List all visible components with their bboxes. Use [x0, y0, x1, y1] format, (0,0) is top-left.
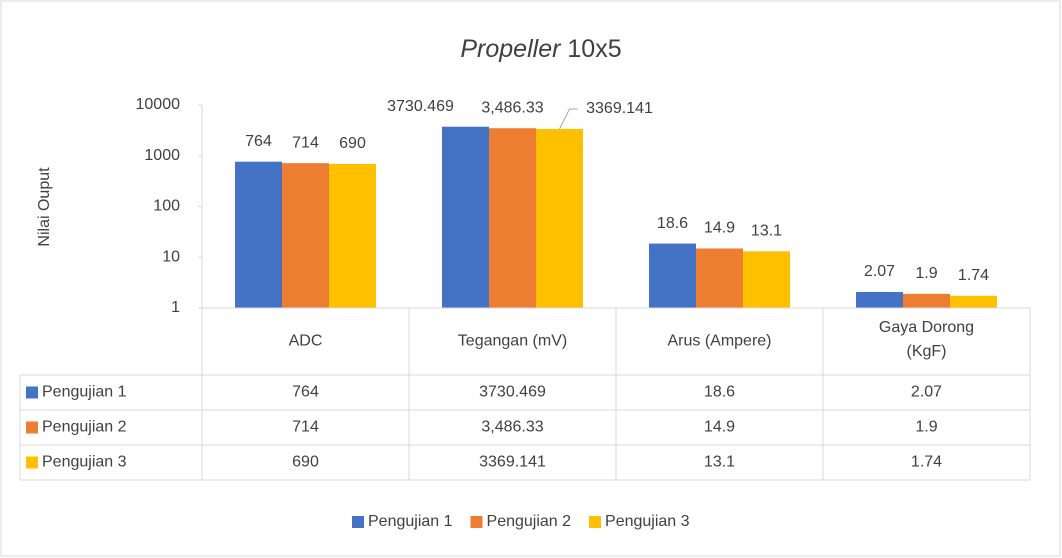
table-cell: 764	[292, 384, 319, 401]
bar	[696, 248, 743, 308]
bar	[536, 128, 583, 308]
table-cell: 690	[292, 454, 319, 471]
bar	[903, 293, 950, 308]
category-label: Tegangan (mV)	[458, 333, 567, 350]
data-label: 2.07	[864, 263, 895, 280]
data-label: 764	[245, 133, 272, 150]
y-tick-label: 10	[162, 248, 180, 265]
table-legend-key	[26, 386, 38, 399]
table-cell: 13.1	[704, 454, 735, 471]
table-row-label: Pengujian 2	[42, 419, 127, 436]
legend-key	[470, 516, 483, 528]
title-italic: Propeller	[460, 35, 562, 63]
data-label: 13.1	[751, 223, 782, 240]
bar	[489, 128, 536, 308]
table-cell: 18.6	[704, 384, 735, 401]
bar	[282, 163, 329, 308]
table-cell: 2.07	[911, 384, 942, 401]
y-tick-label: 1	[171, 299, 180, 316]
y-tick-label: 10000	[136, 96, 181, 113]
table-row-label: Pengujian 3	[42, 454, 127, 471]
data-label: 714	[292, 134, 319, 151]
table-row-label: Pengujian 1	[42, 384, 127, 401]
table-cell: 714	[292, 419, 319, 436]
data-label: 3730.469	[387, 98, 454, 115]
bar	[950, 295, 997, 308]
table-cell: 3369.141	[479, 454, 546, 471]
category-label: Gaya Dorong (KgF)	[879, 319, 974, 360]
bar	[329, 163, 376, 308]
category-label: ADC	[289, 333, 323, 350]
category-label-line: Gaya Dorong	[879, 319, 974, 336]
data-label: 3,486.33	[481, 99, 543, 116]
table-cell: 1.9	[915, 419, 937, 436]
table-cell: 1.74	[911, 454, 942, 471]
data-label: 18.6	[657, 215, 688, 232]
leader-line	[559, 108, 578, 130]
category-label-line: (KgF)	[907, 343, 947, 360]
legend-label: Pengujian 3	[605, 513, 690, 530]
data-label: 1.74	[958, 267, 989, 284]
table-legend-key	[26, 421, 38, 434]
table-cell: 3730.469	[479, 384, 546, 401]
y-axis-label: Nilai Ouput	[36, 167, 53, 247]
data-label: 690	[339, 135, 366, 152]
y-tick-label: 1000	[144, 147, 180, 164]
legend-key	[352, 516, 364, 528]
bar	[442, 126, 489, 309]
legend-key	[589, 516, 602, 528]
data-label: 14.9	[704, 220, 735, 237]
table-cell: 14.9	[704, 419, 735, 436]
chart-title: Propeller 10x5	[460, 35, 621, 63]
title-rest: 10x5	[567, 35, 621, 63]
data-label: 3369.141	[586, 100, 653, 117]
data-label: 1.9	[915, 265, 937, 282]
y-tick-label: 100	[153, 198, 180, 215]
legend-label: Pengujian 2	[487, 513, 572, 530]
category-label: Arus (Ampere)	[667, 333, 771, 350]
bar	[235, 161, 282, 308]
bar	[743, 251, 790, 308]
table-cell: 3,486.33	[481, 419, 543, 436]
bar	[856, 291, 903, 308]
table-legend-key	[26, 456, 38, 469]
bar	[649, 243, 696, 308]
legend-label: Pengujian 1	[368, 513, 453, 530]
